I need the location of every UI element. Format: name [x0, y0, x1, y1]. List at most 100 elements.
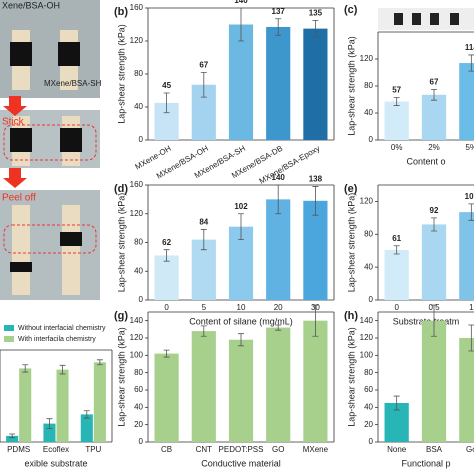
y-tick-label: 140: [360, 316, 374, 325]
value-label: 102: [234, 202, 248, 211]
error-bar: [393, 395, 400, 411]
y-tick-label: 80: [364, 368, 373, 377]
x-tick-label: 5%: [466, 143, 474, 152]
value-label: 137: [272, 7, 286, 16]
inset-photo: [412, 13, 421, 25]
y-tick-label: 0: [369, 295, 374, 304]
x-tick-label: Ecoflex: [43, 445, 69, 454]
y-tick-label: 0: [369, 135, 374, 144]
x-tick-label: CB: [161, 445, 172, 454]
x-tick-label: TPU: [85, 445, 101, 454]
value-label: 140: [272, 173, 286, 182]
panel-label: (g): [114, 310, 128, 322]
bar: [6, 435, 19, 442]
value-label: 135: [309, 8, 323, 17]
error-bar: [431, 217, 437, 232]
y-tick-label: 120: [360, 54, 374, 63]
arrow: [3, 168, 27, 188]
y-tick-label: 0: [369, 437, 374, 446]
strip-coating: [60, 128, 82, 152]
x-tick-label: 0: [164, 303, 169, 312]
error-bar: [275, 324, 282, 331]
photo-label: Xene/BSA-OH: [2, 0, 60, 10]
error-bar: [312, 186, 319, 216]
strip-coating: [10, 262, 32, 272]
x-tick-label: MXene: [303, 445, 329, 454]
y-tick-label: 60: [364, 385, 373, 394]
x-axis-label: Conductive material: [201, 458, 281, 468]
bar: [266, 199, 291, 300]
value-label: 57: [392, 86, 401, 95]
error-bar: [312, 304, 319, 337]
y-tick-label: 140: [130, 316, 144, 325]
y-axis-label: Lap-shear strength (kPa): [346, 36, 356, 136]
strip-coating: [60, 232, 82, 246]
arrow: [3, 96, 27, 116]
strip: [62, 205, 80, 295]
error-bar: [200, 229, 207, 251]
value-label: 140: [234, 0, 248, 5]
error-bar: [393, 245, 400, 255]
bar: [154, 353, 179, 442]
y-tick-label: 80: [364, 81, 373, 90]
value-label: 107: [465, 192, 474, 201]
y-tick-label: 160: [130, 3, 144, 12]
bar: [384, 249, 409, 300]
error-bar: [238, 7, 244, 42]
bar: [384, 101, 409, 140]
error-bar: [431, 304, 437, 337]
y-tick-label: 60: [134, 385, 143, 394]
x-tick-label: CNT: [196, 445, 213, 454]
highlight: [3, 224, 97, 254]
x-tick-label: GO: [272, 445, 284, 454]
value-label: 114: [465, 43, 474, 52]
y-tick-label: 120: [130, 209, 144, 218]
y-axis-label: Lap-shear strength (kPa): [346, 193, 356, 293]
inset-photo: [430, 13, 439, 25]
y-tick-label: 0: [139, 437, 144, 446]
error-bar: [163, 92, 170, 114]
bar: [459, 212, 474, 300]
legend-label: Without interfacial chemistry: [18, 325, 106, 332]
bar: [80, 414, 93, 442]
bar: [154, 255, 179, 300]
photo-label: Peel off: [2, 193, 36, 204]
strip: [12, 205, 30, 295]
inset-photo: [378, 8, 474, 30]
error-bar: [275, 18, 282, 36]
photo-label: Stick: [2, 117, 25, 128]
y-axis-label: Lap-shear strength (kPa): [116, 24, 126, 124]
bar: [93, 362, 106, 442]
error-bar: [163, 349, 170, 358]
y-tick-label: 40: [134, 266, 143, 275]
bar: [191, 331, 216, 442]
bar: [459, 338, 474, 442]
value-label: 92: [430, 206, 439, 215]
panel-label: (b): [114, 6, 128, 18]
bar: [266, 26, 291, 141]
legend-swatch: [4, 336, 14, 342]
y-tick-label: 100: [360, 350, 374, 359]
y-axis-label: Lap-shear strength (kPa): [116, 193, 126, 293]
bar: [43, 423, 56, 442]
x-tick-label: 2%: [428, 143, 440, 152]
bar: [459, 63, 474, 140]
bar: [228, 24, 254, 140]
error-bar: [468, 203, 474, 221]
bar: [56, 369, 69, 442]
x-tick-label: 0: [394, 303, 399, 312]
y-tick-label: 80: [364, 229, 373, 238]
photo-panel: Xene/BSA-OH MXene/BSA-SH Stick Peel off: [0, 0, 102, 300]
error-bar: [431, 88, 437, 101]
y-tick-label: 40: [364, 262, 373, 271]
legend-swatch: [4, 325, 14, 331]
panel-label: (h): [344, 310, 358, 322]
inset-photo: [394, 13, 403, 25]
y-tick-label: 80: [134, 69, 143, 78]
x-tick-label: 5: [202, 303, 207, 312]
x-tick-label: Go: [466, 445, 474, 454]
x-axis-label: exible substrate: [24, 458, 87, 468]
error-bar: [200, 71, 207, 98]
y-tick-label: 120: [130, 333, 144, 342]
y-tick-label: 20: [134, 420, 143, 429]
